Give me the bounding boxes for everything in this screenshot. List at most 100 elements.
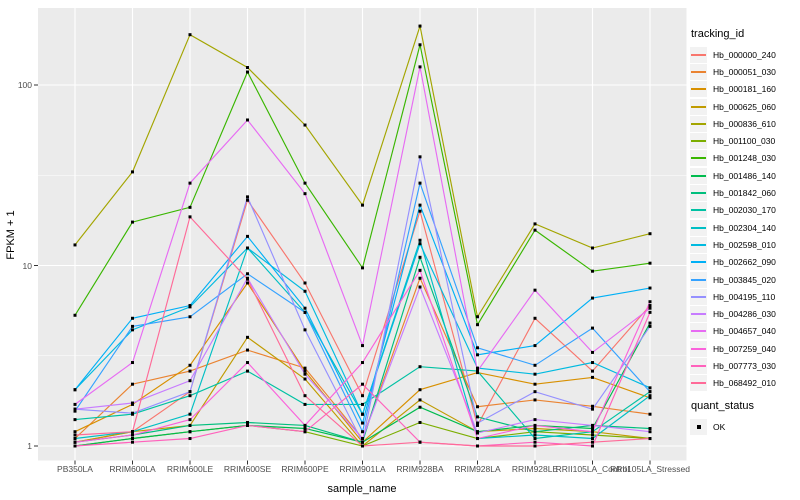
data-point <box>418 242 422 246</box>
data-point <box>648 304 652 308</box>
data-point <box>418 405 422 409</box>
data-point <box>73 402 77 406</box>
data-point <box>591 433 594 437</box>
legend-item: Hb_002304_140 <box>690 219 800 236</box>
data-point <box>533 222 537 226</box>
data-point <box>131 401 134 405</box>
data-point <box>188 205 192 209</box>
data-point <box>648 427 652 431</box>
data-point <box>533 433 537 437</box>
data-point <box>246 423 249 427</box>
data-point <box>533 427 537 431</box>
data-point <box>476 437 479 441</box>
y-tick-label: 1 <box>27 441 32 451</box>
legend-label: Hb_007773_030 <box>713 360 776 371</box>
data-point <box>188 390 192 394</box>
data-point <box>533 382 537 386</box>
data-point <box>303 423 307 427</box>
legend-item: Hb_000625_060 <box>690 98 800 115</box>
data-point <box>476 444 479 448</box>
data-point <box>476 371 479 375</box>
data-point <box>73 388 77 392</box>
legend-key-line <box>691 209 706 212</box>
legend-key-swatch <box>690 236 707 253</box>
data-point <box>418 365 422 369</box>
data-point <box>361 382 364 386</box>
data-point <box>591 296 594 300</box>
data-point <box>303 372 307 376</box>
legend-key-swatch <box>690 81 707 98</box>
data-point <box>303 394 307 398</box>
legend-key-swatch <box>690 115 707 132</box>
black-square-point-icon <box>697 424 701 429</box>
legend-item: Hb_004286_030 <box>690 305 800 323</box>
data-point <box>303 427 307 431</box>
data-point <box>303 306 307 310</box>
data-point <box>418 181 422 185</box>
data-point <box>246 369 249 373</box>
legend-key-line <box>691 140 706 143</box>
legend-item: Hb_002662_090 <box>690 254 800 271</box>
legend-item: Hb_007773_030 <box>690 357 800 374</box>
data-point <box>533 437 537 441</box>
data-point <box>246 195 249 199</box>
data-point <box>361 430 364 434</box>
data-point <box>648 394 652 398</box>
data-point <box>591 407 594 411</box>
legend-label: Hb_001248_030 <box>713 153 776 164</box>
legend-item: Hb_000181_160 <box>690 81 800 98</box>
data-point <box>591 437 594 441</box>
data-point <box>418 420 422 424</box>
data-point <box>591 427 594 431</box>
data-point <box>361 412 364 416</box>
data-point <box>591 375 594 379</box>
legend-key-swatch <box>690 306 707 323</box>
legend-item: Hb_007259_040 <box>690 340 800 357</box>
data-point <box>361 440 364 444</box>
legend-item-quant-status: OK <box>690 418 800 435</box>
data-point <box>188 394 192 398</box>
legend-key-swatch <box>690 340 707 357</box>
data-point <box>476 353 479 357</box>
x-tick-label: RRIM600PE <box>281 464 329 474</box>
data-point <box>246 281 249 285</box>
data-point <box>361 266 364 270</box>
data-point <box>246 70 249 74</box>
x-tick-label: RRIM928LE <box>511 464 559 474</box>
data-point <box>418 24 422 28</box>
data-point <box>591 440 594 444</box>
legend-key-line <box>691 261 706 264</box>
legend-key-swatch <box>690 46 707 63</box>
legend-label: Hb_000000_240 <box>713 49 776 60</box>
data-point <box>533 228 537 232</box>
data-point <box>476 366 479 370</box>
data-point <box>533 372 537 376</box>
legend-label: Hb_002030_170 <box>713 205 776 216</box>
data-point <box>418 238 422 242</box>
data-point <box>303 181 307 185</box>
data-point <box>418 440 422 444</box>
data-point <box>648 437 652 441</box>
legend-items: Hb_000000_240 Hb_000051_030 Hb_000181_160 H… <box>690 46 800 392</box>
data-point <box>648 286 652 290</box>
data-point <box>418 268 422 272</box>
legend-key-line <box>691 53 706 56</box>
data-point <box>648 300 652 304</box>
data-point <box>188 379 192 383</box>
legend-key-line <box>691 70 706 73</box>
data-point <box>131 170 134 174</box>
data-point <box>131 316 134 320</box>
data-point <box>361 394 364 398</box>
data-point <box>303 310 307 314</box>
data-point <box>246 272 249 276</box>
data-point <box>591 369 594 373</box>
legend-item: Hb_001100_030 <box>690 132 800 150</box>
data-point <box>533 398 537 402</box>
x-axis-title: sample_name <box>327 483 397 495</box>
legend-key-line <box>691 226 706 229</box>
data-point <box>476 423 479 427</box>
data-point <box>303 289 307 293</box>
data-point <box>648 412 652 416</box>
data-point <box>303 402 307 406</box>
data-point <box>418 276 422 280</box>
